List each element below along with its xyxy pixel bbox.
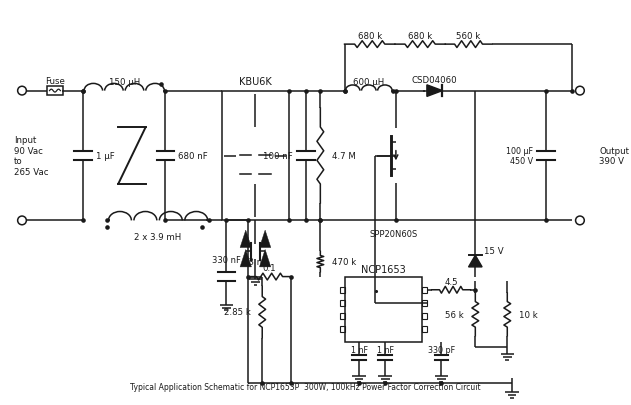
- Text: 56 k: 56 k: [445, 310, 464, 319]
- Text: 1 nF: 1 nF: [377, 345, 394, 354]
- Text: 330 nF: 330 nF: [212, 255, 241, 264]
- Text: 0.1: 0.1: [262, 264, 276, 273]
- Bar: [422, 300, 427, 306]
- Bar: [339, 326, 345, 333]
- Polygon shape: [469, 256, 482, 267]
- Bar: [422, 313, 427, 319]
- Text: 10 k: 10 k: [519, 310, 538, 319]
- Text: 1 nF: 1 nF: [351, 345, 368, 354]
- Text: 470 k: 470 k: [332, 258, 357, 266]
- Text: Output
390 V: Output 390 V: [599, 147, 629, 166]
- Text: 680 k: 680 k: [408, 32, 432, 41]
- Polygon shape: [259, 250, 271, 267]
- Text: 150 μH: 150 μH: [109, 78, 140, 87]
- Text: CSD04060: CSD04060: [412, 76, 457, 85]
- Text: 33 nF: 33 nF: [244, 257, 268, 266]
- Text: 600 μH: 600 μH: [353, 78, 384, 87]
- Polygon shape: [259, 230, 271, 248]
- Bar: [339, 313, 345, 319]
- Text: NCP1653: NCP1653: [361, 264, 406, 274]
- Bar: [422, 326, 427, 333]
- Text: 560 k: 560 k: [456, 32, 481, 41]
- Polygon shape: [240, 250, 251, 267]
- Polygon shape: [427, 85, 442, 97]
- Bar: [345, 277, 422, 343]
- Bar: [339, 300, 345, 306]
- Text: Input
90 Vac
to
265 Vac: Input 90 Vac to 265 Vac: [15, 136, 49, 176]
- Text: SPP20N60S: SPP20N60S: [370, 230, 418, 239]
- Text: 100 μF
450 V: 100 μF 450 V: [507, 147, 533, 166]
- Text: 4.5: 4.5: [444, 277, 458, 286]
- Text: KBU6K: KBU6K: [239, 77, 272, 87]
- Text: 4.7 M: 4.7 M: [332, 151, 356, 161]
- Text: 680 k: 680 k: [358, 32, 382, 41]
- Bar: [422, 287, 427, 293]
- Text: 680 nF: 680 nF: [178, 151, 208, 161]
- Text: Typical Application Schematic for NCP1653P  300W, 100kHz Power Factor Correction: Typical Application Schematic for NCP165…: [131, 382, 481, 391]
- Text: 100 nF: 100 nF: [264, 151, 293, 161]
- Polygon shape: [240, 230, 251, 248]
- Bar: [221, 92, 290, 221]
- Text: 2.85 k: 2.85 k: [224, 308, 251, 317]
- Text: Fuse: Fuse: [45, 77, 65, 86]
- Text: 330 pF: 330 pF: [428, 345, 455, 354]
- Bar: [339, 287, 345, 293]
- Text: 2 x 3.9 mH: 2 x 3.9 mH: [134, 233, 182, 242]
- Text: 15 V: 15 V: [484, 246, 504, 255]
- Text: 1 μF: 1 μF: [96, 151, 114, 161]
